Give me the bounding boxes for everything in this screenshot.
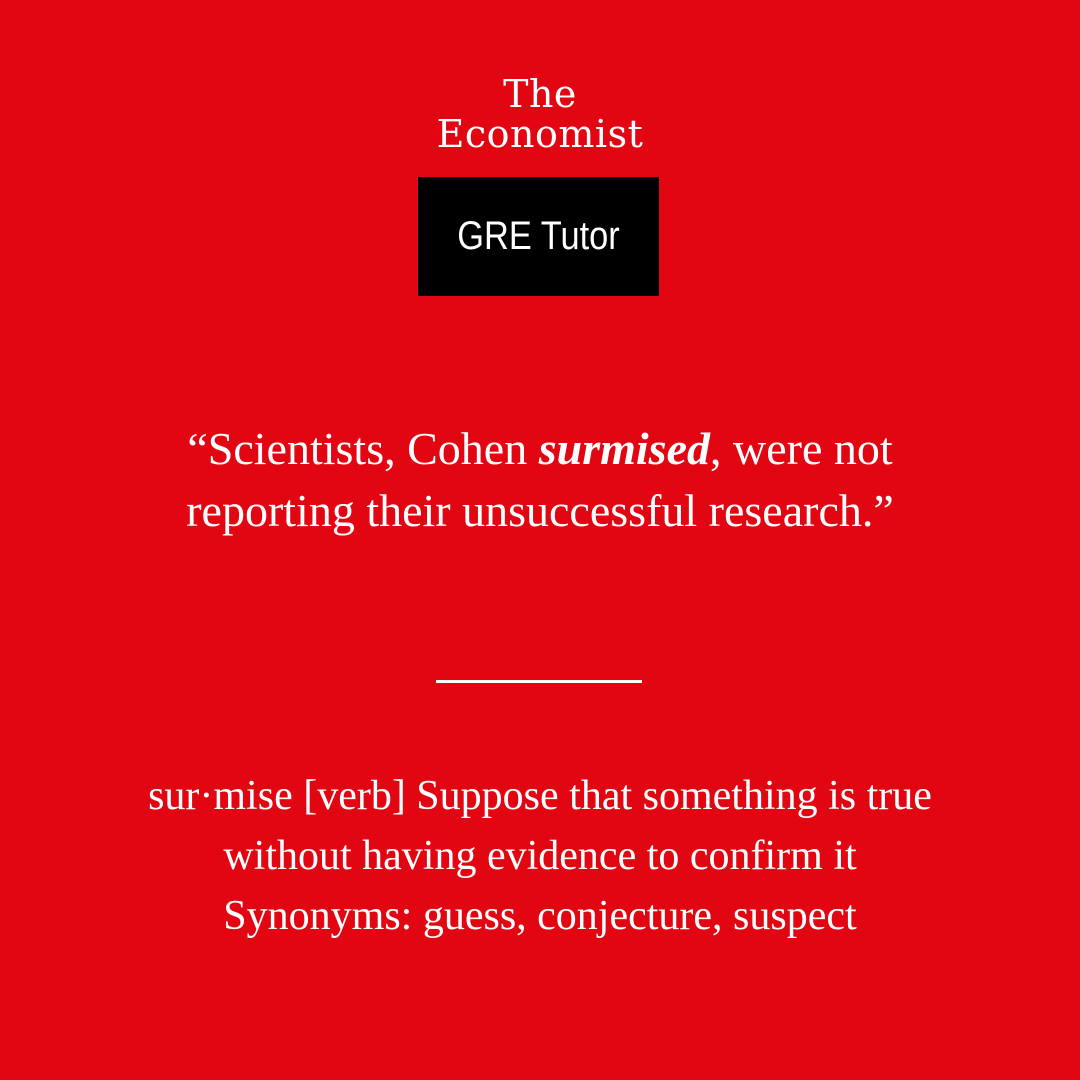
definition-block: sur·mise [verb] Suppose that something i… [60, 766, 1020, 946]
logo-line-the: The [503, 72, 577, 116]
divider [436, 680, 642, 683]
definition-line-1: sur·mise [verb] Suppose that something i… [148, 773, 932, 819]
economist-logo: The Economist [0, 74, 1080, 154]
gre-tutor-badge: GRE Tutor [418, 177, 659, 296]
badge-label: GRE Tutor [457, 214, 620, 258]
quote-text-before: “Scientists, Cohen [187, 423, 539, 474]
example-quote: “Scientists, Cohen surmised, were not re… [120, 418, 960, 542]
definition-line-2: without having evidence to confirm it [223, 833, 857, 879]
logo-line-economist: Economist [436, 112, 644, 156]
synonyms-line: Synonyms: guess, conjecture, suspect [223, 893, 857, 939]
quote-highlighted-word: surmised [538, 423, 710, 474]
quote-text-after: , were not reporting their unsuccessful … [186, 423, 894, 536]
